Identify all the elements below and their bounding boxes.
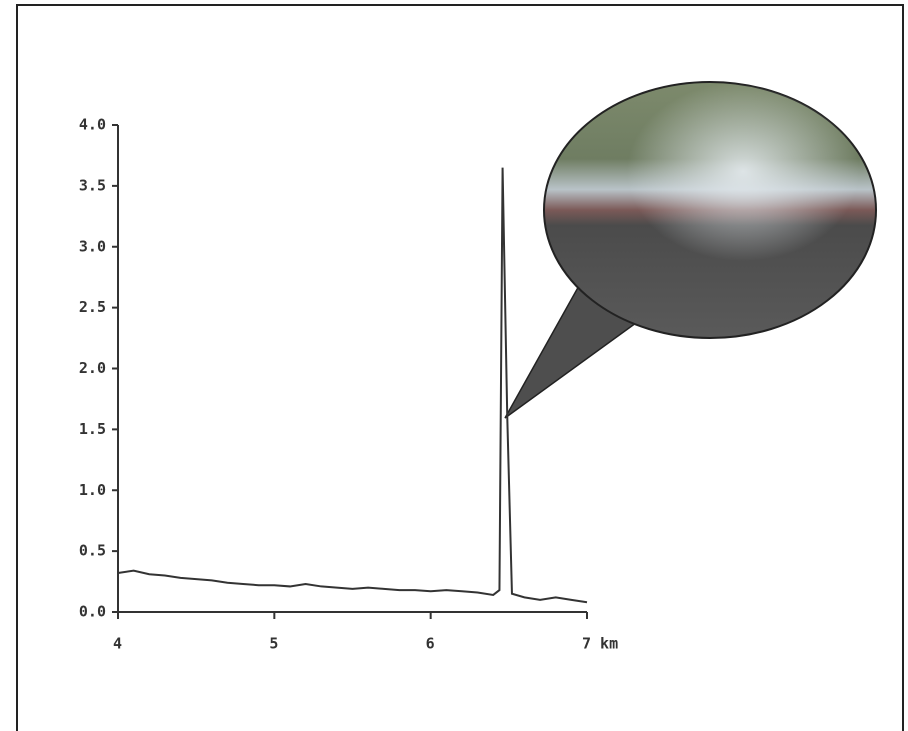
x-tick-label: 5	[269, 635, 278, 653]
y-tick-label: 2.0	[79, 359, 106, 377]
y-tick-label: 0.5	[79, 542, 106, 560]
frame	[16, 4, 904, 731]
y-tick-label: 1.0	[79, 481, 106, 499]
x-tick-label: 6	[426, 635, 435, 653]
y-tick-label: 3.0	[79, 237, 106, 255]
y-tick-label: 3.5	[79, 176, 106, 194]
x-tick-label: 4	[113, 635, 122, 653]
y-tick-label: 1.5	[79, 420, 106, 438]
data-line	[117, 167, 588, 604]
photo-callout	[504, 81, 877, 419]
y-tick-label: 4.0	[79, 116, 106, 134]
y-tick-label: 2.5	[79, 298, 106, 316]
y-tick-label: 0.0	[79, 603, 106, 621]
x-tick-label: 7 km	[582, 635, 618, 653]
